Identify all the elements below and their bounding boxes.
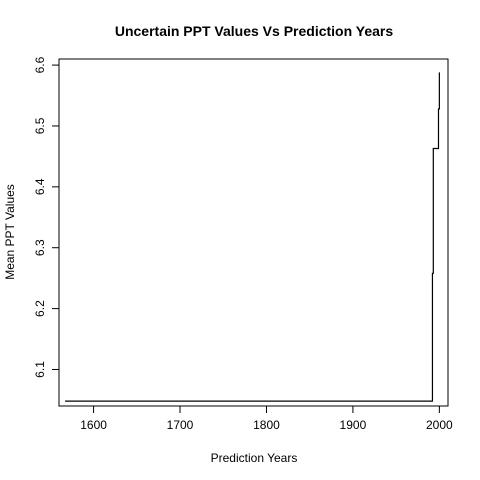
y-tick-label: 6.2 (33, 300, 47, 317)
y-tick-label: 6.1 (33, 361, 47, 378)
y-tick-label: 6.3 (33, 239, 47, 256)
x-tick-label: 1900 (340, 418, 367, 432)
y-tick-label: 6.6 (33, 56, 47, 73)
y-axis-label: Mean PPT Values (3, 184, 17, 280)
x-axis-label: Prediction Years (211, 451, 298, 465)
y-tick-label: 6.5 (33, 117, 47, 134)
y-tick-label: 6.4 (33, 178, 47, 195)
chart-title: Uncertain PPT Values Vs Prediction Years (115, 23, 394, 39)
x-tick-label: 2000 (426, 418, 453, 432)
x-tick-label: 1600 (80, 418, 107, 432)
x-tick-label: 1700 (167, 418, 194, 432)
x-tick-label: 1800 (253, 418, 280, 432)
